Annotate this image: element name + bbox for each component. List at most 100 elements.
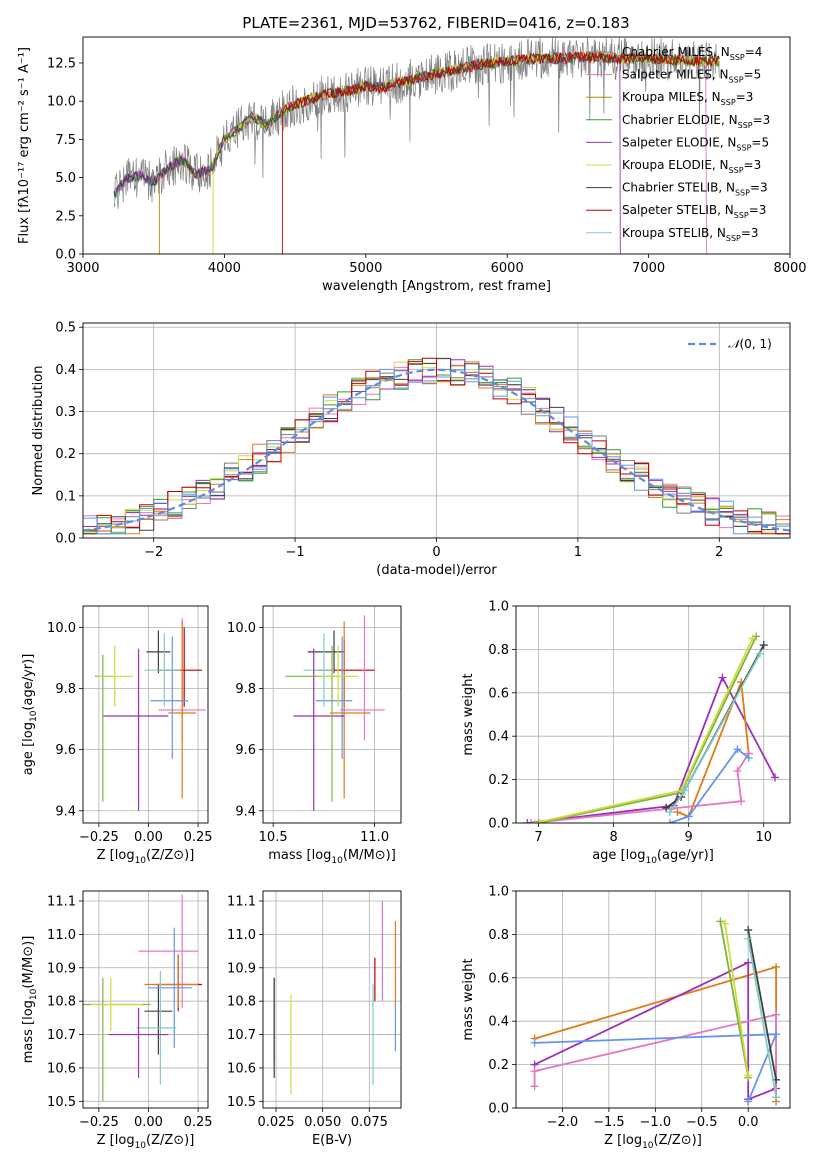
figure-title: PLATE=2361, MJD=53762, FIBERID=0416, z=0… (242, 14, 629, 32)
y-tick-label: 9.6 (55, 743, 76, 758)
x-tick-label: 3000 (66, 261, 99, 276)
x-axis-label-sub: 10 (135, 856, 147, 866)
y-tick-label: 9.6 (235, 743, 256, 758)
weight-marker (527, 819, 536, 823)
errorbar-point (90, 977, 143, 1032)
x-axis-label-sub: 10 (645, 856, 657, 866)
weight-series-line (527, 675, 776, 823)
legend-label-sub: SSP (738, 121, 753, 130)
weight-marker (744, 934, 753, 943)
weight-series-line (719, 921, 750, 1078)
legend-label: Chabrier STELIB, NSSP=3 (622, 181, 768, 198)
x-axis-label-part: mass [log (268, 848, 331, 863)
legend-label-part: =3 (736, 90, 754, 104)
weight-marker (772, 1093, 781, 1102)
axes-frame (82, 890, 209, 1109)
legend-label: Salpeter MILES, NSSP=5 (622, 68, 761, 85)
x-axis-label-part: (age/yr)] (657, 848, 714, 863)
weight-marker (530, 1082, 539, 1091)
y-axis-label: mass [log10(M/M⊙)] (21, 936, 39, 1064)
x-axis-label: mass [log10(M/M⊙)] (268, 848, 396, 866)
weight-marker (523, 819, 532, 823)
y-axis-label-sub: 10 (29, 988, 39, 1000)
weight-marker (733, 766, 742, 775)
y-tick-label: 0.4 (488, 1015, 509, 1030)
x-axis-label-sub: 10 (331, 856, 343, 866)
weight-marker (772, 962, 781, 971)
y-tick-label: 9.4 (235, 804, 256, 819)
y-tick-label: 0.3 (55, 405, 76, 420)
weight-series-line (724, 923, 750, 1076)
y-tick-label: 0.8 (488, 643, 509, 658)
weight-marker (665, 819, 674, 823)
legend-label: Salpeter ELODIE, NSSP=5 (622, 135, 769, 152)
axes-frame (82, 36, 791, 255)
legend-label-part: =3 (753, 113, 771, 127)
y-tick-label: 11.0 (47, 928, 76, 943)
y-tick-label: 10.9 (47, 961, 76, 976)
y-tick-label: 0.1 (55, 489, 76, 504)
legend-label: Kroupa STELIB, NSSP=3 (622, 226, 759, 243)
axes-frame (515, 605, 791, 824)
legend-label-part: Salpeter STELIB, N (622, 203, 734, 217)
x-tick-label: 2 (715, 545, 723, 560)
errorbar-point (96, 645, 133, 707)
weight-marker (530, 1067, 539, 1076)
x-tick-label: −0.25 (79, 1115, 119, 1130)
weight-series-line (677, 681, 750, 818)
y-tick-label: 11.1 (47, 895, 76, 910)
weight-marker (665, 808, 674, 817)
weight-marker (772, 1030, 781, 1039)
errorbars (273, 901, 397, 1095)
legend-label-sub: SSP (736, 143, 751, 152)
y-tick-label: 10.9 (227, 961, 256, 976)
legend-label-part: Chabrier STELIB, N (622, 181, 735, 195)
legend-label-part: =4 (745, 45, 763, 59)
errorbar-point (94, 654, 113, 802)
weight-marker (770, 773, 779, 782)
legend-label: 𝒩(0, 1) (728, 337, 772, 351)
x-axis-label-part: (Z/Z⊙)] (146, 848, 194, 863)
y-tick-label: 9.4 (55, 804, 76, 819)
weight-marker (673, 808, 682, 817)
errorbar-point (144, 984, 173, 1055)
x-axis-label-part: age [log (592, 848, 645, 863)
x-tick-label: 0 (432, 545, 440, 560)
weight-marker (748, 634, 757, 643)
y-tick-label: 1.0 (488, 600, 509, 615)
weight-series-line (534, 638, 754, 823)
x-axis-label: Z [log10(Z/Z⊙)] (604, 1133, 702, 1151)
legend-label-part: Kroupa MILES, N (622, 90, 721, 104)
x-tick-label: 0.050 (304, 1115, 341, 1130)
x-tick-label: −1 (286, 545, 305, 560)
x-tick-label: −1.0 (640, 1115, 672, 1130)
x-tick-label: 8 (609, 830, 617, 845)
x-tick-label: 0.00 (134, 830, 163, 845)
weight-marker (744, 1071, 753, 1080)
spectrum-series-line (281, 51, 720, 254)
weight-series-line (747, 929, 777, 1080)
y-tick-label: 11.0 (227, 928, 256, 943)
legend-label-part: Chabrier MILES, N (622, 45, 730, 59)
weight-marker (530, 1038, 539, 1047)
weight-marker (744, 958, 753, 967)
legend-label-part: =3 (749, 203, 767, 217)
residual-panel: −2 −1 0 1 2 0.0 0.1 0.2 0.3 0.4 0.5 (data-model)/er… (31, 321, 791, 578)
y-tick-label: 0.0 (55, 532, 76, 547)
y-axis-label: mass weight (461, 673, 476, 755)
legend-label-sub: SSP (729, 76, 744, 85)
x-axis-label: wavelength [Angstrom, rest frame] (322, 279, 551, 294)
weight-marker (772, 1010, 781, 1019)
x-axis-label: (data-model)/error (376, 563, 497, 578)
legend-label-part: Kroupa ELODIE, N (622, 158, 729, 172)
y-tick-label: 12.5 (47, 56, 76, 71)
errorbar-point (168, 621, 197, 799)
y-axis-label: Flux [fλ10⁻¹⁷ erg cm⁻² s⁻¹ A⁻¹] (17, 47, 32, 244)
y-tick-label: 10.8 (47, 995, 76, 1010)
weight-series-line (533, 1013, 777, 1098)
weight-marker (720, 919, 729, 928)
weight-series-line (669, 747, 750, 823)
y-tick-label: 0.6 (488, 686, 509, 701)
